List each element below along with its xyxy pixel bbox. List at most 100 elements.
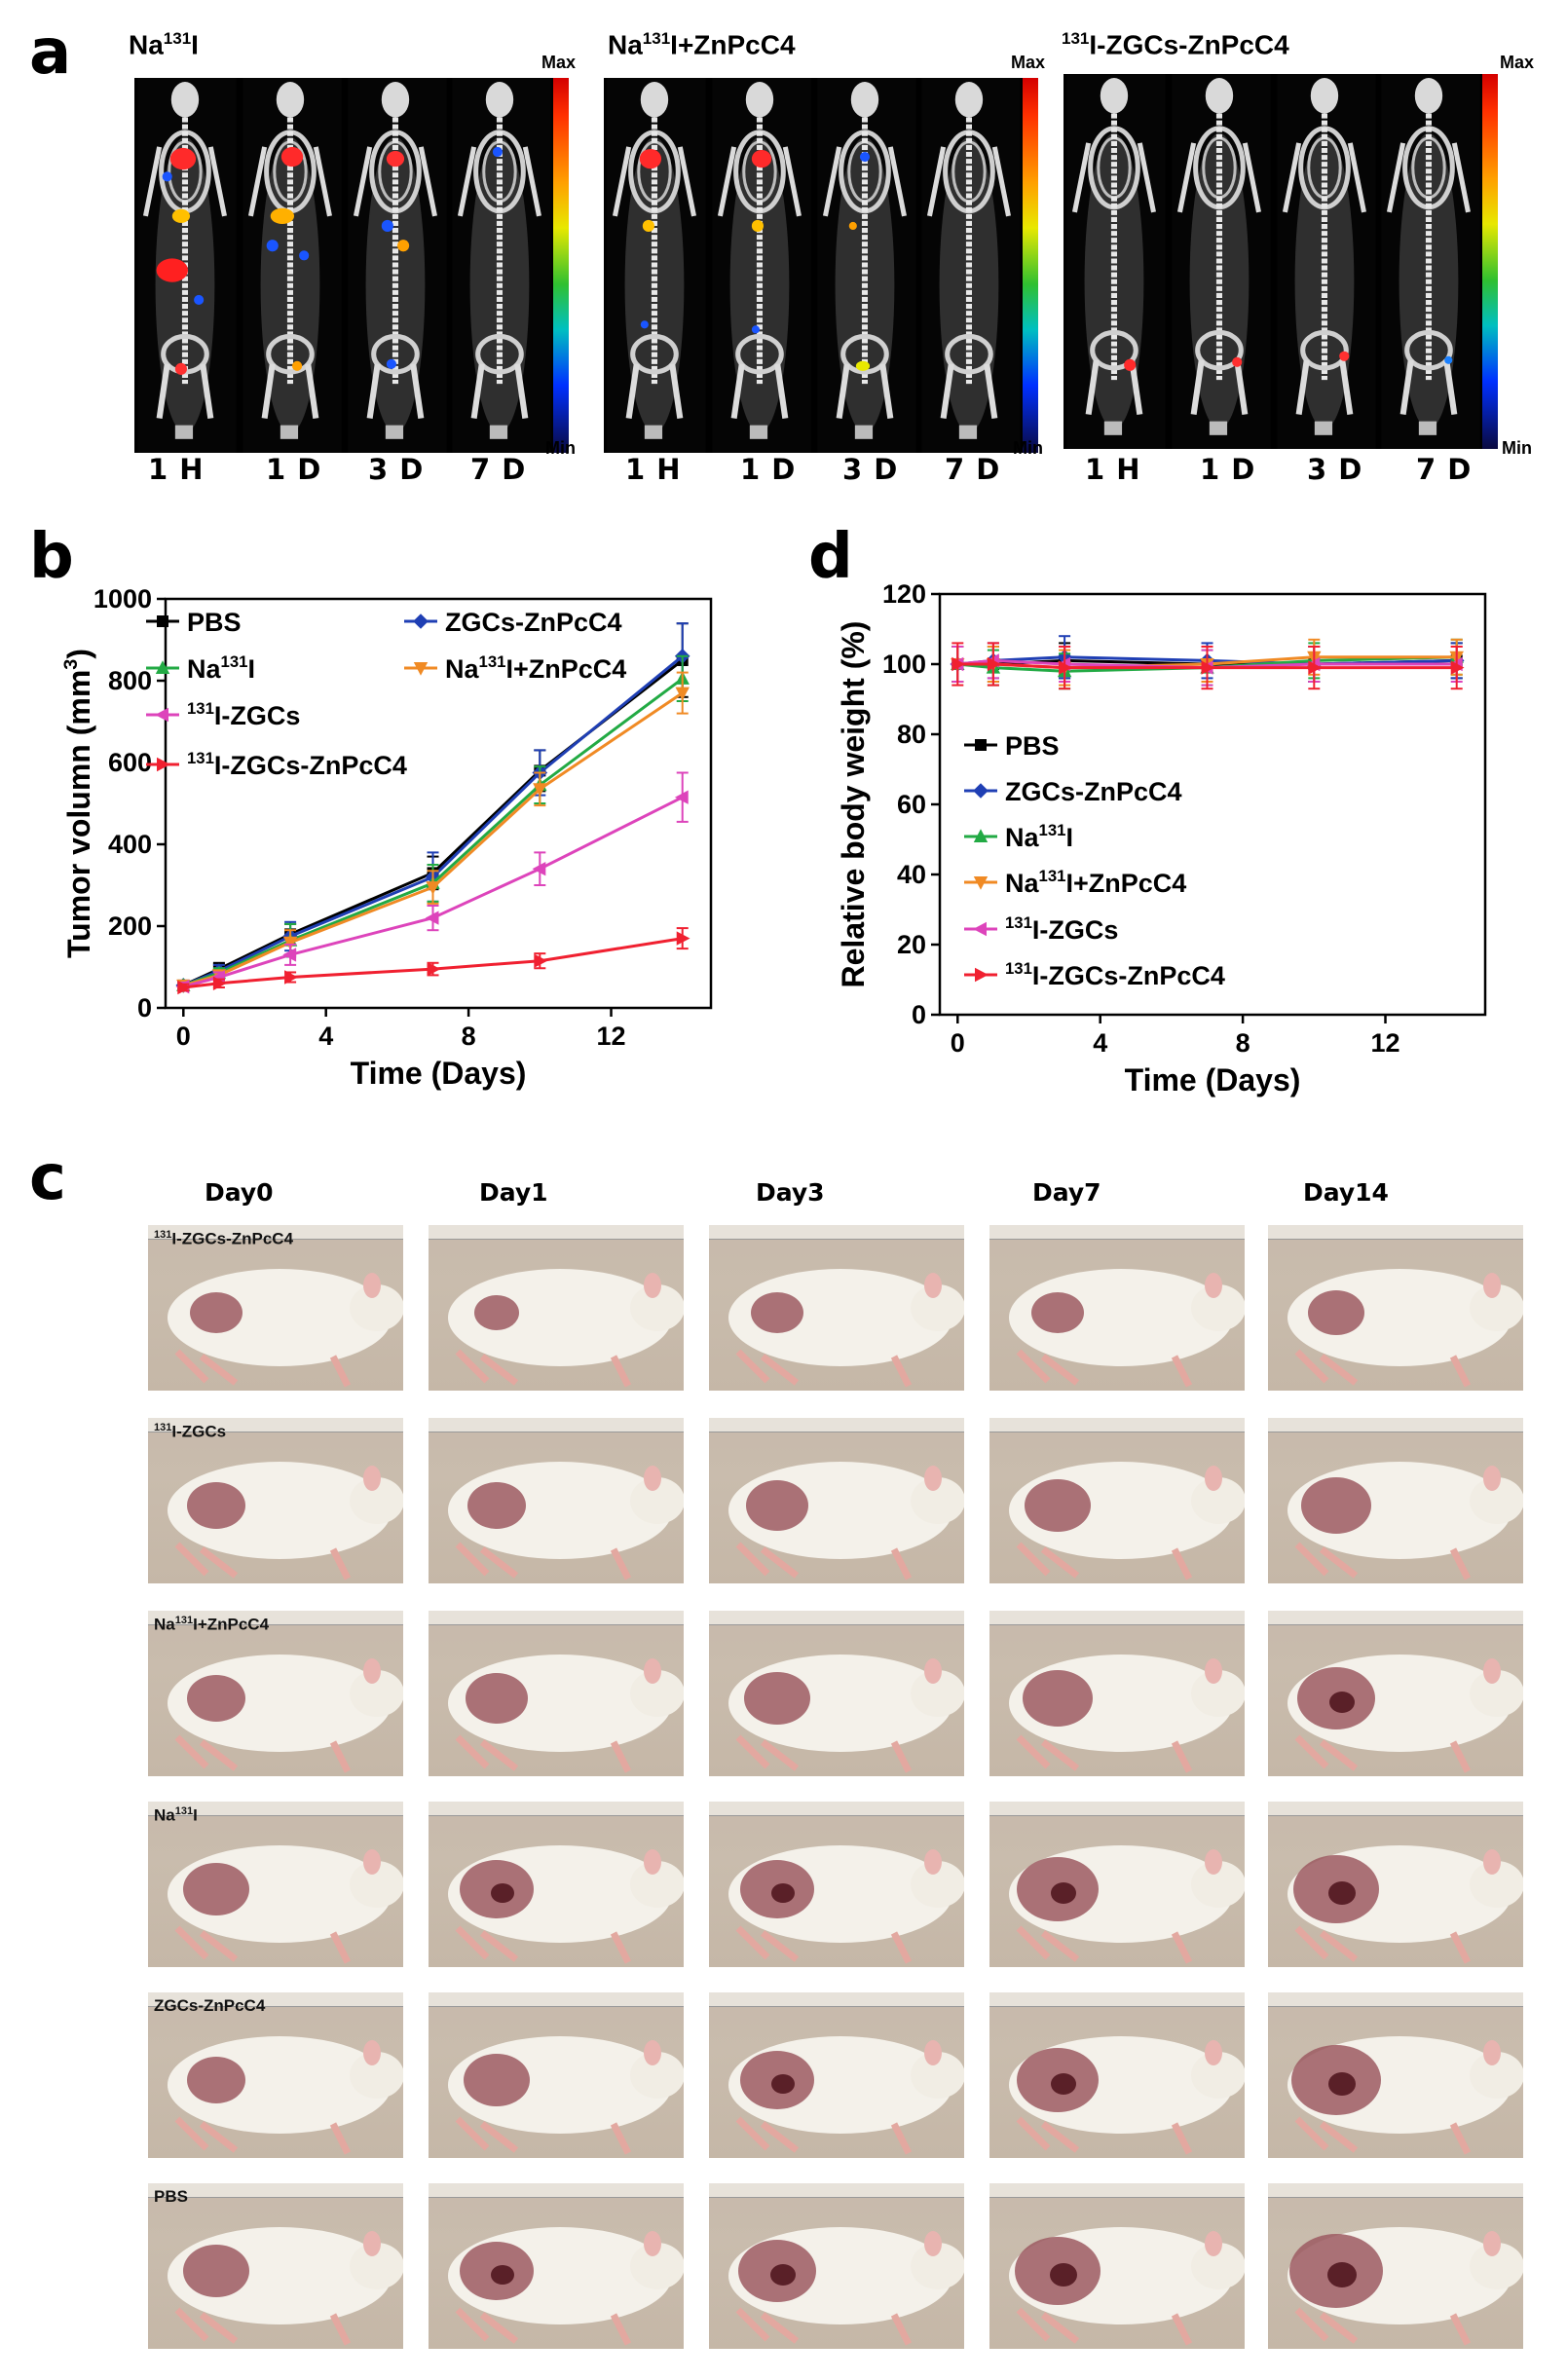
y-tick-label: 800: [108, 666, 152, 695]
mouse-photo-illustration: [448, 1655, 684, 1773]
x-tick-label: 0: [176, 1022, 191, 1051]
mouse-photo: [1268, 1802, 1523, 1967]
y-tick-label: 600: [108, 748, 152, 777]
ct-scan-image: [814, 78, 919, 453]
data-point: [1059, 660, 1072, 675]
series-line: [182, 796, 684, 988]
ruler: [709, 1611, 964, 1625]
group-label: 131I-ZGCs: [154, 1422, 227, 1441]
series-line: [182, 654, 684, 987]
ruler: [989, 1992, 1245, 2007]
mouse-photo-illustration: [168, 1269, 403, 1388]
mouse-photo-illustration: [1287, 1845, 1523, 1964]
legend-label: Na131I+ZnPcC4: [445, 652, 626, 684]
ruler: [989, 2183, 1245, 2198]
mouse-photo: [709, 1611, 964, 1776]
series-line: [182, 691, 684, 987]
colorbar-max-label: Max: [1500, 53, 1535, 72]
day-column-header: Day1: [479, 1178, 548, 1207]
mouse-photo: [1268, 1225, 1523, 1391]
ruler: [148, 1992, 403, 2007]
y-tick-label: 120: [882, 579, 926, 609]
ct-scan-image: [1379, 74, 1482, 449]
ruler: [1268, 2183, 1523, 2198]
scan-row-group-2: [604, 78, 1023, 453]
data-point: [155, 707, 168, 723]
ruler: [989, 1802, 1245, 1816]
mouse-photo-illustration: [448, 1462, 684, 1580]
group-label: ZGCs-ZnPcC4: [154, 1996, 266, 2015]
mouse-photo-illustration: [1009, 1269, 1245, 1388]
mouse-photo: [429, 2183, 684, 2349]
legend-label: 131I-ZGCs: [1005, 913, 1118, 945]
legend-label: 131I-ZGCs-ZnPcC4: [1005, 959, 1225, 990]
colorbar: [553, 78, 569, 453]
ruler: [148, 1611, 403, 1625]
data-point: [284, 970, 298, 985]
data-point: [157, 757, 170, 772]
plot-frame: [164, 597, 713, 1010]
data-point: [675, 687, 690, 701]
legend-label: PBS: [1005, 731, 1060, 761]
ct-scan-image: [1274, 74, 1379, 449]
data-point: [155, 660, 170, 674]
group-label: 131I-ZGCs-ZnPcC4: [154, 1229, 294, 1248]
ruler: [1268, 1992, 1523, 2007]
ruler: [989, 1418, 1245, 1432]
ct-scan-image: [345, 78, 450, 453]
mouse-photo: Na131I+ZnPcC4: [148, 1611, 403, 1776]
legend-label: Na131I: [1005, 821, 1073, 852]
mouse-photo: [429, 1611, 684, 1776]
series-line: [182, 677, 684, 987]
mouse-photo-illustration: [1287, 2036, 1523, 2155]
data-point: [212, 976, 227, 990]
data-point: [534, 953, 548, 968]
data-point: [951, 656, 966, 672]
mouse-photo-illustration: [1287, 1269, 1523, 1388]
scan-row-group-3: [1063, 74, 1482, 449]
x-tick-label: 12: [1370, 1028, 1399, 1058]
mouse-photo-illustration: [728, 1655, 964, 1773]
data-point: [533, 783, 547, 798]
data-point: [413, 662, 429, 676]
data-point: [177, 980, 192, 995]
colorbar-min-label: Min: [1013, 438, 1043, 458]
mouse-photo: [709, 2183, 964, 2349]
ruler: [1268, 1225, 1523, 1240]
y-tick-label: 0: [912, 1000, 926, 1029]
data-point: [1201, 660, 1215, 675]
y-tick-label: 80: [897, 720, 926, 749]
scan-group-title: 131I-ZGCs-ZnPcC4: [1062, 29, 1289, 60]
data-point: [1308, 660, 1323, 675]
mouse-photo: [989, 1611, 1245, 1776]
mouse-photo: [1268, 1992, 1523, 2158]
mouse-photo: ZGCs-ZnPcC4: [148, 1992, 403, 2158]
panel-label-a: a: [29, 17, 72, 89]
ruler: [709, 1992, 964, 2007]
legend-label: Na131I+ZnPcC4: [1005, 867, 1186, 898]
ct-scan-image: [604, 78, 709, 453]
mouse-photo-illustration: [1009, 2227, 1245, 2346]
mouse-photo-illustration: [1287, 2227, 1523, 2346]
data-point: [282, 948, 297, 962]
data-point: [676, 931, 690, 946]
data-point: [426, 881, 440, 895]
group-label: PBS: [154, 2187, 188, 2206]
data-point: [157, 615, 168, 627]
data-point: [413, 614, 429, 629]
ruler: [429, 1992, 684, 2007]
day-column-header: Day7: [1032, 1178, 1101, 1207]
data-point: [975, 967, 989, 983]
colorbar: [1482, 74, 1498, 449]
scan-group-title: Na131I+ZnPcC4: [608, 29, 796, 60]
ruler: [989, 1611, 1245, 1625]
legend-label: ZGCs-ZnPcC4: [445, 608, 622, 637]
colorbar-min-label: Min: [1502, 438, 1532, 458]
ruler: [989, 1225, 1245, 1240]
y-tick-label: 100: [882, 650, 926, 679]
y-tick-label: 1000: [93, 584, 152, 614]
y-tick-label: 200: [108, 911, 152, 941]
panel-label-c: c: [29, 1142, 66, 1214]
mouse-photo-illustration: [168, 1845, 403, 1964]
y-axis-label: Relative body weight (%): [838, 621, 871, 988]
